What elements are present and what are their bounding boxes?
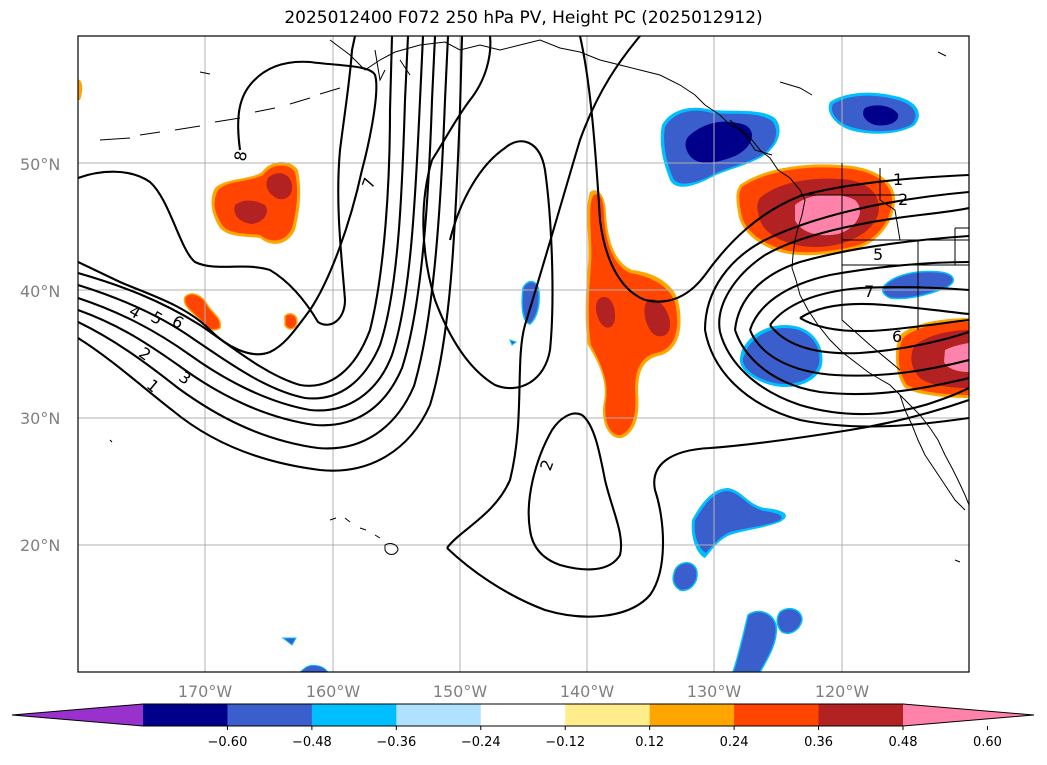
colorbar-tick-label: −0.36 [376, 735, 416, 750]
svg-text:1: 1 [893, 170, 903, 189]
colorbar-extend-high [903, 704, 1034, 726]
svg-text:5: 5 [873, 245, 883, 264]
lon-label-120w: 120°W [815, 682, 870, 701]
colorbar-extend-low [12, 704, 143, 726]
colorbar-swatch [311, 704, 397, 726]
colorbar-tick-label: 0.60 [973, 735, 1002, 750]
svg-text:7: 7 [864, 282, 874, 301]
lat-label-20: 20°N [20, 536, 60, 555]
lat-label-40: 40°N [20, 282, 60, 301]
colorbar-outline [11, 703, 1035, 727]
colorbar-swatch [396, 704, 482, 726]
lon-label-140w: 140°W [560, 682, 615, 701]
colorbar-swatch [565, 704, 651, 726]
lon-label-170w: 170°W [178, 682, 233, 701]
lon-label-150w: 150°W [433, 682, 488, 701]
map-area: 8 7 4 5 6 2 3 1 2 1 2 5 7 6 [78, 36, 969, 672]
colorbar-tick-label: −0.60 [208, 735, 248, 750]
map-frame [77, 35, 970, 673]
colorbar-swatch [649, 704, 735, 726]
lon-label-130w: 130°W [687, 682, 742, 701]
coastlines [99, 39, 969, 563]
lat-label-50: 50°N [20, 155, 60, 174]
colorbar-tick-label: 0.12 [635, 735, 664, 750]
lat-labels: 50°N 40°N 30°N 20°N [20, 155, 60, 555]
svg-text:8: 8 [230, 149, 250, 162]
lat-label-30: 30°N [20, 409, 60, 428]
colorbar-swatch [480, 704, 566, 726]
colorbar-swatch [227, 704, 313, 726]
colorbar-swatch [143, 704, 228, 726]
map-title: 2025012400 F072 250 hPa PV, Height PC (2… [284, 8, 763, 28]
colorbar-tick-label: −0.24 [461, 735, 501, 750]
colorbar-tick-label: −0.48 [292, 735, 332, 750]
colorbar-tick-label: 0.36 [804, 735, 833, 750]
lon-label-160w: 160°W [306, 682, 361, 701]
lon-labels: 170°W 160°W 150°W 140°W 130°W 120°W [178, 682, 870, 701]
colorbar-swatch [734, 704, 820, 726]
colorbar-tick-label: 0.48 [889, 735, 918, 750]
height-contours [78, 36, 969, 618]
colorbar: −0.60 −0.48 −0.36 −0.24 −0.12 0.12 0.24 0.36 0.4… [11, 703, 1035, 750]
colorbar-tick-label: 0.24 [720, 735, 749, 750]
svg-text:6: 6 [892, 327, 902, 346]
svg-text:2: 2 [898, 190, 908, 209]
colorbar-tick-label: −0.12 [545, 735, 585, 750]
colorbar-swatch [818, 704, 904, 726]
